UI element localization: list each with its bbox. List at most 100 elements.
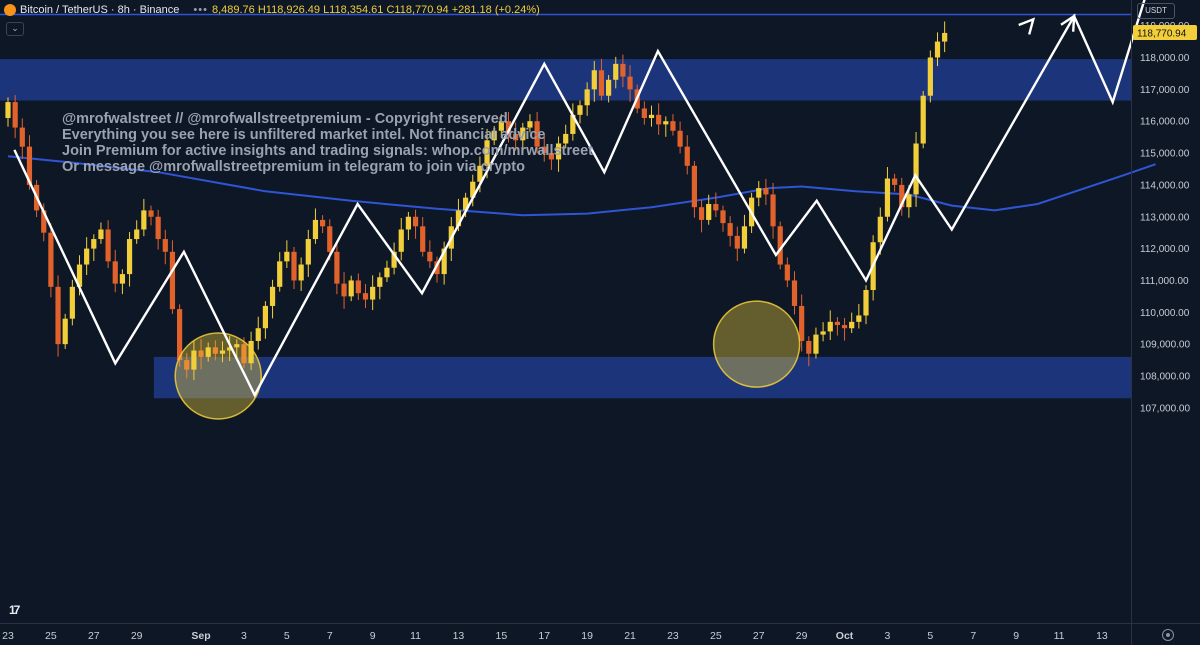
candle-down: [434, 261, 440, 275]
candle-up: [648, 114, 655, 119]
last-price-text: 118,770.94: [1137, 28, 1187, 39]
last-price-badge: [1133, 24, 1197, 40]
time-tick-label: 13: [453, 630, 465, 642]
watermark-line: @mrofwalstreet // @mrofwallstreetpremium…: [62, 111, 508, 127]
candle-down: [713, 204, 719, 211]
candle-up: [927, 57, 933, 96]
ohlc-values: 8,489.76 H118,926.49 L118,354.61 C118,77…: [211, 4, 540, 16]
candle-up: [913, 143, 919, 195]
price-tick-label: 108,000.00: [1140, 372, 1190, 383]
candle-up: [527, 121, 533, 128]
collapse-legend-button[interactable]: ⌄: [6, 22, 24, 36]
symbol-header[interactable]: Bitcoin / TetherUS · 8h · Binance ••• 8,…: [0, 0, 540, 20]
candle-up: [849, 321, 855, 329]
candle-up: [470, 181, 476, 198]
highlight-circles-layer: [174, 300, 801, 420]
price-tick-label: 113,000.00: [1140, 212, 1190, 223]
highlight-circle: [712, 300, 801, 388]
candle-up: [62, 318, 68, 345]
time-tick-label: 3: [885, 630, 891, 642]
candle-down: [784, 264, 790, 281]
candle-up: [477, 165, 483, 182]
candle-up: [5, 102, 11, 119]
candle-up: [262, 305, 268, 329]
time-tick-label: 27: [753, 630, 765, 642]
candle-up: [455, 210, 462, 227]
symbol-title[interactable]: Bitcoin / TetherUS · 8h · Binance: [20, 4, 180, 16]
gear-icon[interactable]: [1162, 629, 1174, 641]
moving-average-line: [7, 155, 1156, 217]
last-price-label: 118,770.94: [1133, 24, 1197, 40]
price-tick-label: 111,000.00: [1140, 276, 1189, 287]
candle-up: [827, 321, 833, 332]
candle-down: [892, 178, 898, 185]
time-tick-label: 29: [131, 630, 143, 642]
candle-down: [177, 309, 183, 361]
candle-down: [791, 280, 798, 306]
moving-average-layer: [7, 155, 1156, 217]
candle-up: [348, 280, 354, 297]
more-dots-icon[interactable]: •••: [193, 4, 208, 16]
price-tick-label: 112,000.00: [1140, 244, 1190, 255]
candle-down: [534, 121, 540, 147]
candle-down: [670, 121, 676, 131]
candle-down: [513, 133, 519, 141]
time-axis[interactable]: 23 25 27 29 Sep 3 5 7 9 11 13 15 17 19 21 23 25 27 29 Oct 3 5…: [2, 630, 1108, 642]
time-tick-label: 23: [2, 630, 14, 642]
candle-up: [706, 204, 712, 220]
candle-up: [298, 264, 304, 281]
candle-up: [606, 79, 612, 96]
time-tick-label: 13: [1096, 630, 1108, 642]
candle-down: [770, 194, 776, 227]
candle-down: [641, 108, 647, 119]
candle-down: [26, 146, 33, 185]
candle-down: [427, 251, 433, 262]
candle-up: [820, 331, 826, 335]
candle-up: [391, 251, 397, 268]
candle-up: [934, 41, 941, 58]
candle-up: [255, 328, 261, 341]
candle-up: [863, 290, 869, 316]
candle-down: [291, 251, 297, 281]
candle-down: [620, 63, 626, 77]
candle-down: [241, 344, 247, 364]
candle-down: [341, 283, 347, 297]
candle-up: [498, 121, 504, 131]
projection-path: [13, 0, 1146, 398]
candle-down: [505, 121, 512, 134]
time-tick-label: 25: [710, 630, 722, 642]
candle-down: [684, 146, 690, 166]
projection-arrowhead: [1018, 17, 1036, 35]
candle-down: [41, 210, 47, 233]
bitcoin-icon: [4, 4, 16, 16]
candle-down: [55, 286, 61, 345]
candle-up: [312, 219, 319, 240]
candle-up: [377, 277, 383, 287]
candle-up: [277, 261, 283, 287]
candle-down: [198, 350, 204, 357]
candle-down: [899, 184, 905, 208]
candle-down: [184, 360, 190, 370]
candle-up: [920, 95, 926, 144]
candle-down: [656, 114, 662, 125]
candle-up: [942, 32, 948, 42]
candle-up: [613, 63, 619, 80]
candle-down: [834, 321, 840, 326]
price-axis[interactable]: 107,000.00 108,000.00 109,000.00 110,000.00…: [1140, 0, 1190, 414]
candle-down: [112, 261, 118, 284]
currency-button[interactable]: USDT: [1137, 3, 1175, 19]
candle-up: [269, 286, 276, 306]
time-tick-label: 11: [410, 630, 421, 642]
candle-up: [906, 194, 912, 208]
zone-support: [153, 356, 1132, 399]
highlight-circle: [174, 332, 262, 420]
candle-up: [877, 216, 883, 243]
candle-up: [141, 210, 147, 230]
zones-layer: [0, 59, 1132, 399]
candles-layer: [5, 21, 948, 381]
candle-up: [69, 286, 75, 319]
candle-up: [441, 248, 447, 275]
